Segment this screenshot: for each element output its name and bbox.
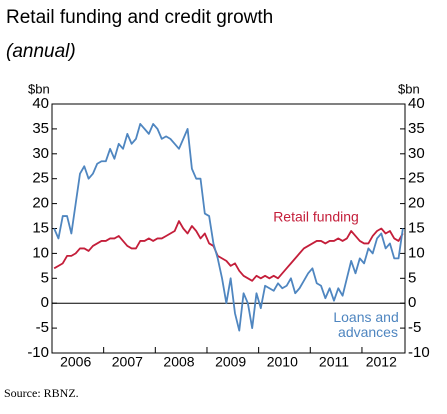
y2-tick-label: 30 bbox=[408, 145, 425, 162]
x-tick-label: 2008 bbox=[163, 354, 194, 370]
y-tick-label: -5 bbox=[36, 319, 49, 336]
y2-tick-label: 0 bbox=[408, 294, 416, 311]
y2-tick-label: 20 bbox=[408, 195, 425, 212]
y2-tick-label: 10 bbox=[408, 244, 425, 261]
series-line bbox=[53, 220, 404, 282]
x-tick-label: 2011 bbox=[319, 354, 349, 370]
y2-tick-label: -10 bbox=[408, 344, 430, 361]
series-line bbox=[53, 123, 404, 332]
chart-subtitle: (annual) bbox=[6, 41, 76, 62]
y-tick-label: 40 bbox=[32, 95, 49, 112]
y-tick-label: 5 bbox=[41, 269, 49, 286]
y2-tick-label: 5 bbox=[408, 269, 416, 286]
source: Source: RBNZ. bbox=[4, 386, 79, 400]
y2-tick-label: 25 bbox=[408, 170, 425, 187]
y-tick-label: 35 bbox=[32, 120, 49, 137]
x-tick-label: 2007 bbox=[112, 354, 143, 370]
y2-tick-label: 40 bbox=[408, 95, 425, 112]
chart-title: Retail funding and credit growth bbox=[6, 7, 273, 28]
y-unit: $bn bbox=[28, 81, 50, 96]
x-tick-label: 2010 bbox=[267, 354, 298, 370]
series-label: Retail funding bbox=[273, 209, 359, 225]
x-tick-label: 2006 bbox=[60, 354, 91, 370]
x-tick-label: 2009 bbox=[215, 354, 246, 370]
y-tick-label: 30 bbox=[32, 145, 49, 162]
y2-unit: $bn bbox=[398, 81, 420, 96]
y-tick-label: 15 bbox=[32, 219, 49, 236]
y2-tick-label: -5 bbox=[408, 319, 421, 336]
series-label: Loans and advances bbox=[333, 309, 402, 340]
y2-tick-label: 35 bbox=[408, 120, 425, 137]
y-tick-label: 0 bbox=[41, 294, 49, 311]
y-tick-label: 25 bbox=[32, 170, 49, 187]
y-tick-label: 20 bbox=[32, 195, 49, 212]
y2-tick-label: 15 bbox=[408, 219, 425, 236]
x-tick-label: 2012 bbox=[366, 354, 397, 370]
y-tick-label: -10 bbox=[27, 344, 49, 361]
y-tick-label: 10 bbox=[32, 244, 49, 261]
